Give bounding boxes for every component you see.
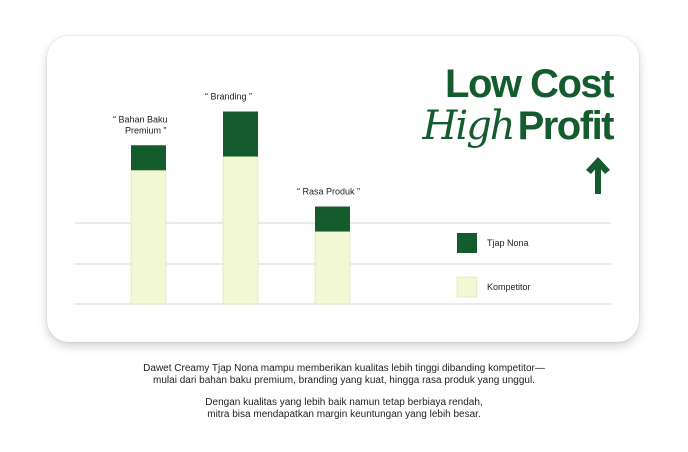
headline-high-profit: High Profit: [422, 103, 615, 149]
arrow-up-icon: [586, 157, 610, 194]
category-label-line: Premium ”: [125, 125, 167, 135]
legend-swatch-0: [457, 233, 477, 253]
chart-card: “ Bahan Baku Premium ” “ Branding ” “ Rasa …: [47, 36, 639, 342]
bar-tjap-nona-2: [315, 206, 350, 232]
headline-high: High: [422, 103, 516, 149]
caption-p1-line2: mulai dari bahan baku premium, branding …: [153, 375, 535, 386]
headline-low-cost: Low Cost: [445, 62, 614, 106]
category-label-line: “ Rasa Produk ”: [297, 187, 360, 197]
headline-profit: Profit: [517, 104, 615, 148]
bar-kompetitor-2: [314, 231, 351, 305]
caption-p1-line1: Dawet Creamy Tjap Nona mampu memberikan …: [143, 363, 545, 374]
legend-label-1: Kompetitor: [487, 282, 531, 292]
bar-tjap-nona-1: [223, 111, 258, 157]
category-label-1: “ Branding ”: [205, 92, 252, 102]
bar-tjap-nona-0: [131, 145, 166, 171]
legend-swatch-1: [456, 276, 478, 298]
category-label-2: “ Rasa Produk ”: [297, 187, 360, 197]
headline: Low Cost High Profit: [422, 62, 615, 149]
legend-label-0: Tjap Nona: [487, 238, 529, 248]
caption-paragraph-1: Dawet Creamy Tjap Nona mampu memberikan …: [0, 363, 688, 387]
stacked-bar-chart: “ Bahan Baku Premium ” “ Branding ” “ Rasa …: [75, 92, 611, 305]
category-label-line: “ Branding ”: [205, 92, 252, 102]
caption-p2-line2: mitra bisa mendapatkan margin keuntungan…: [207, 409, 481, 420]
bar-kompetitor-0: [130, 169, 167, 305]
bar-kompetitor-1: [222, 156, 259, 305]
category-label-0: “ Bahan Baku Premium ”: [113, 114, 168, 135]
caption-p2-line1: Dengan kualitas yang lebih baik namun te…: [205, 397, 483, 408]
caption-paragraph-2: Dengan kualitas yang lebih baik namun te…: [0, 397, 688, 421]
category-label-line: “ Bahan Baku: [113, 114, 168, 124]
